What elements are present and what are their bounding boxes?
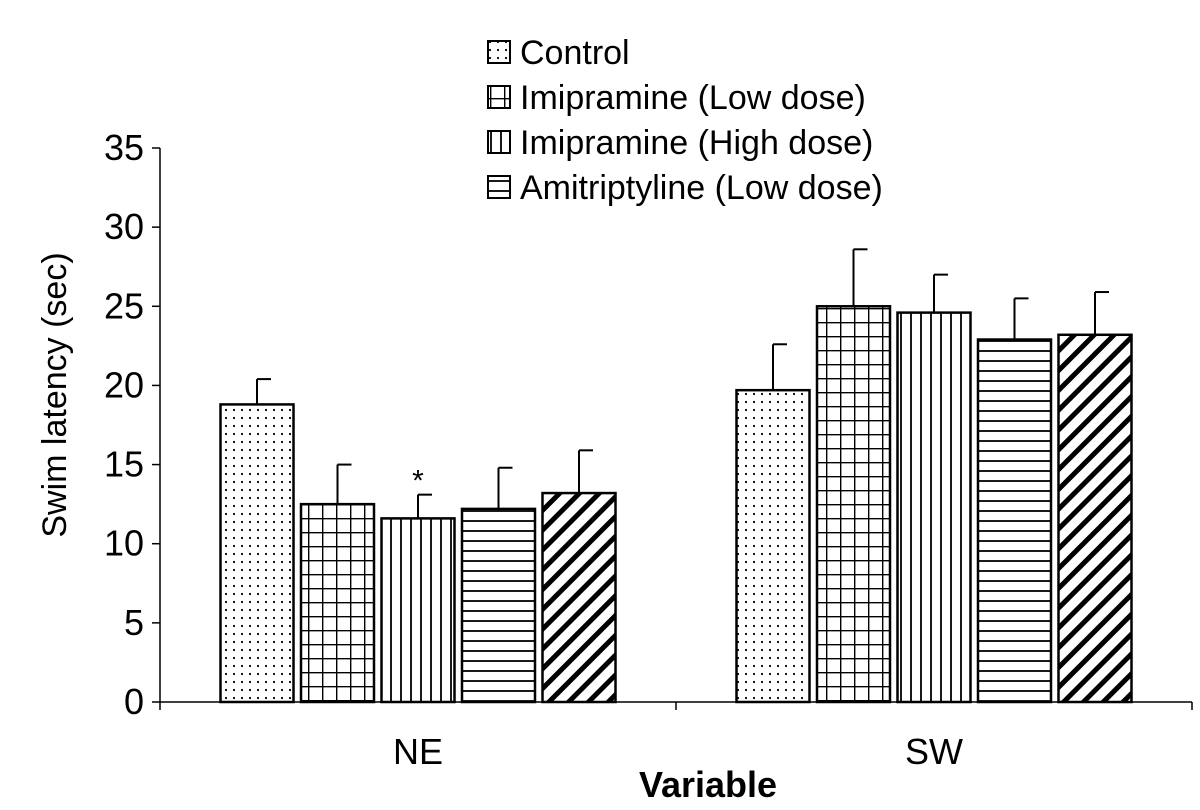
y-axis-label: Swim latency (sec) xyxy=(36,252,74,537)
annotations-group: * xyxy=(412,465,424,498)
bar-sw-series-1 xyxy=(735,388,811,704)
legend-label: Imipramine (High dose) xyxy=(520,124,873,162)
y-tick-label: 5 xyxy=(124,602,144,643)
y-tick-label: 15 xyxy=(104,444,144,485)
legend-swatch xyxy=(487,130,511,154)
legend-swatch xyxy=(487,85,511,109)
y-tick-label: 20 xyxy=(104,364,144,405)
bar-sw-series-5 xyxy=(1057,333,1133,704)
y-tick-label: 25 xyxy=(104,285,144,326)
y-tick-label: 35 xyxy=(104,127,144,168)
bar-ne-series-3 xyxy=(380,517,456,704)
bar-ne-series-2 xyxy=(299,502,376,704)
bar-sw-series-4 xyxy=(976,338,1053,704)
bar-sw-series-2 xyxy=(815,305,892,704)
legend-swatch xyxy=(487,40,511,64)
significance-marker: * xyxy=(412,465,424,498)
legend: Control Imipramine (Low dose) Imipramine (… xyxy=(487,34,883,207)
x-tick-label: NE xyxy=(393,731,443,772)
y-tick-label: 0 xyxy=(124,681,144,722)
y-tick-label: 30 xyxy=(104,206,144,247)
bar-ne-series-1 xyxy=(219,403,295,704)
error-bars-group xyxy=(256,248,1109,519)
legend-swatch xyxy=(487,175,511,199)
bar-ne-series-4 xyxy=(460,507,537,704)
legend-label: Imipramine (Low dose) xyxy=(520,79,866,117)
bars-group xyxy=(219,305,1133,704)
x-tick-label: SW xyxy=(905,731,963,772)
bar-sw-series-3 xyxy=(896,311,972,704)
bar-ne-series-5 xyxy=(541,491,617,704)
legend-label: Control xyxy=(520,34,630,72)
y-tick-label: 10 xyxy=(104,523,144,564)
legend-label: Amitriptyline (Low dose) xyxy=(520,169,883,207)
x-axis-label: Variable xyxy=(639,764,777,805)
x-ticks: NE SW xyxy=(159,702,1193,772)
y-ticks: 0 5 10 15 20 25 30 35 xyxy=(104,127,160,722)
